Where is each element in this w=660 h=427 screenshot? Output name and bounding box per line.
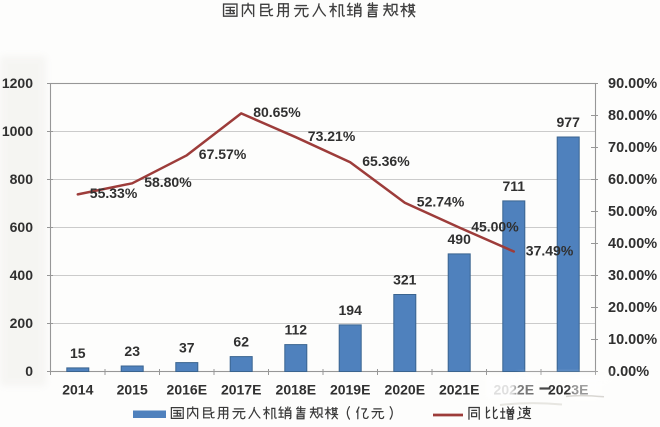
svg-text:600: 600 <box>10 219 34 235</box>
svg-text:23: 23 <box>124 343 140 359</box>
svg-text:50.00%: 50.00% <box>608 204 657 220</box>
svg-text:2015: 2015 <box>117 382 148 398</box>
svg-text:0.00%: 0.00% <box>608 364 649 380</box>
svg-text:2017E: 2017E <box>221 382 261 398</box>
svg-text:2016E: 2016E <box>167 382 207 398</box>
svg-text:90.00%: 90.00% <box>608 76 657 92</box>
svg-text:20.00%: 20.00% <box>608 300 657 316</box>
svg-text:490: 490 <box>448 231 472 247</box>
svg-text:2021E: 2021E <box>439 382 479 398</box>
svg-text:711: 711 <box>503 178 526 194</box>
svg-text:200: 200 <box>10 315 34 331</box>
svg-text:15: 15 <box>70 345 86 361</box>
svg-text:80.00%: 80.00% <box>608 108 657 124</box>
svg-text:977: 977 <box>557 114 581 130</box>
svg-text:45.00%: 45.00% <box>471 218 519 234</box>
svg-text:52.74%: 52.74% <box>417 194 465 210</box>
svg-text:37.49%: 37.49% <box>526 242 574 258</box>
svg-text:65.36%: 65.36% <box>362 153 410 169</box>
svg-text:800: 800 <box>10 171 34 187</box>
svg-text:73.21%: 73.21% <box>308 128 356 144</box>
svg-text:10.00%: 10.00% <box>608 332 657 348</box>
svg-text:1000: 1000 <box>2 123 33 139</box>
svg-text:67.57%: 67.57% <box>199 146 247 162</box>
svg-text:80.65%: 80.65% <box>253 104 301 120</box>
svg-text:30.00%: 30.00% <box>608 268 657 284</box>
svg-text:112: 112 <box>285 322 308 338</box>
svg-text:60.00%: 60.00% <box>608 172 657 188</box>
svg-text:321: 321 <box>393 272 417 288</box>
svg-text:37: 37 <box>179 340 195 356</box>
svg-text:400: 400 <box>10 267 34 283</box>
svg-text:194: 194 <box>339 302 363 318</box>
svg-text:70.00%: 70.00% <box>608 140 657 156</box>
svg-text:62: 62 <box>233 334 249 350</box>
svg-text:2020E: 2020E <box>385 382 425 398</box>
svg-text:2018E: 2018E <box>276 382 316 398</box>
svg-text:0: 0 <box>25 363 33 379</box>
svg-text:40.00%: 40.00% <box>608 236 657 252</box>
svg-text:2019E: 2019E <box>330 382 370 398</box>
svg-text:58.80%: 58.80% <box>144 174 192 190</box>
svg-text:2014: 2014 <box>62 382 93 398</box>
svg-text:1200: 1200 <box>2 75 33 91</box>
svg-text:55.33%: 55.33% <box>90 185 138 201</box>
